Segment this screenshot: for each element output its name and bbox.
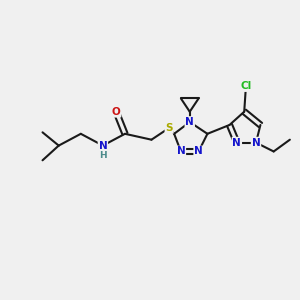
Text: S: S	[165, 123, 173, 133]
Text: N: N	[98, 141, 107, 151]
Text: N: N	[185, 117, 194, 127]
Text: N: N	[232, 138, 241, 148]
Text: Cl: Cl	[240, 81, 251, 91]
Text: N: N	[252, 138, 260, 148]
Text: O: O	[112, 107, 121, 117]
Text: N: N	[194, 146, 203, 157]
Text: N: N	[176, 146, 185, 157]
Text: H: H	[99, 151, 107, 160]
